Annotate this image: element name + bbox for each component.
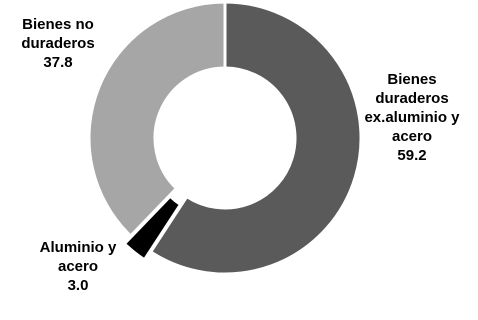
slice-name-line: acero xyxy=(58,258,98,275)
slice-value-label: 59.2 xyxy=(397,147,426,164)
slice-value-label: 3.0 xyxy=(68,277,89,294)
donut-slices xyxy=(87,0,363,276)
slice-bienes-no-duraderos xyxy=(87,0,227,239)
slice-bienes-duraderos-ex-aluminio-y-acero xyxy=(148,0,363,276)
label-bienes-no-duraderos: Bienes no duraderos 37.8 xyxy=(21,16,94,71)
slice-name-line: acero xyxy=(392,128,432,145)
slice-name-line: Bienes xyxy=(387,71,436,88)
slice-name-line: ex.aluminio y xyxy=(364,109,460,126)
label-bienes-duraderos-ex-aluminio-y-acero: Bienes duraderos ex.aluminio y acero 59.2 xyxy=(364,71,460,164)
label-aluminio-y-acero: Aluminio y acero 3.0 xyxy=(40,239,117,294)
slice-labels: Bienes duraderos ex.aluminio y acero 59.2 Alu… xyxy=(21,16,460,294)
slice-name-line: duraderos xyxy=(375,90,448,107)
slice-name-line: duraderos xyxy=(21,35,94,52)
slice-name-line: Bienes no xyxy=(22,16,94,33)
slice-value-label: 37.8 xyxy=(43,54,72,71)
slice-name-line: Aluminio y xyxy=(40,239,117,256)
